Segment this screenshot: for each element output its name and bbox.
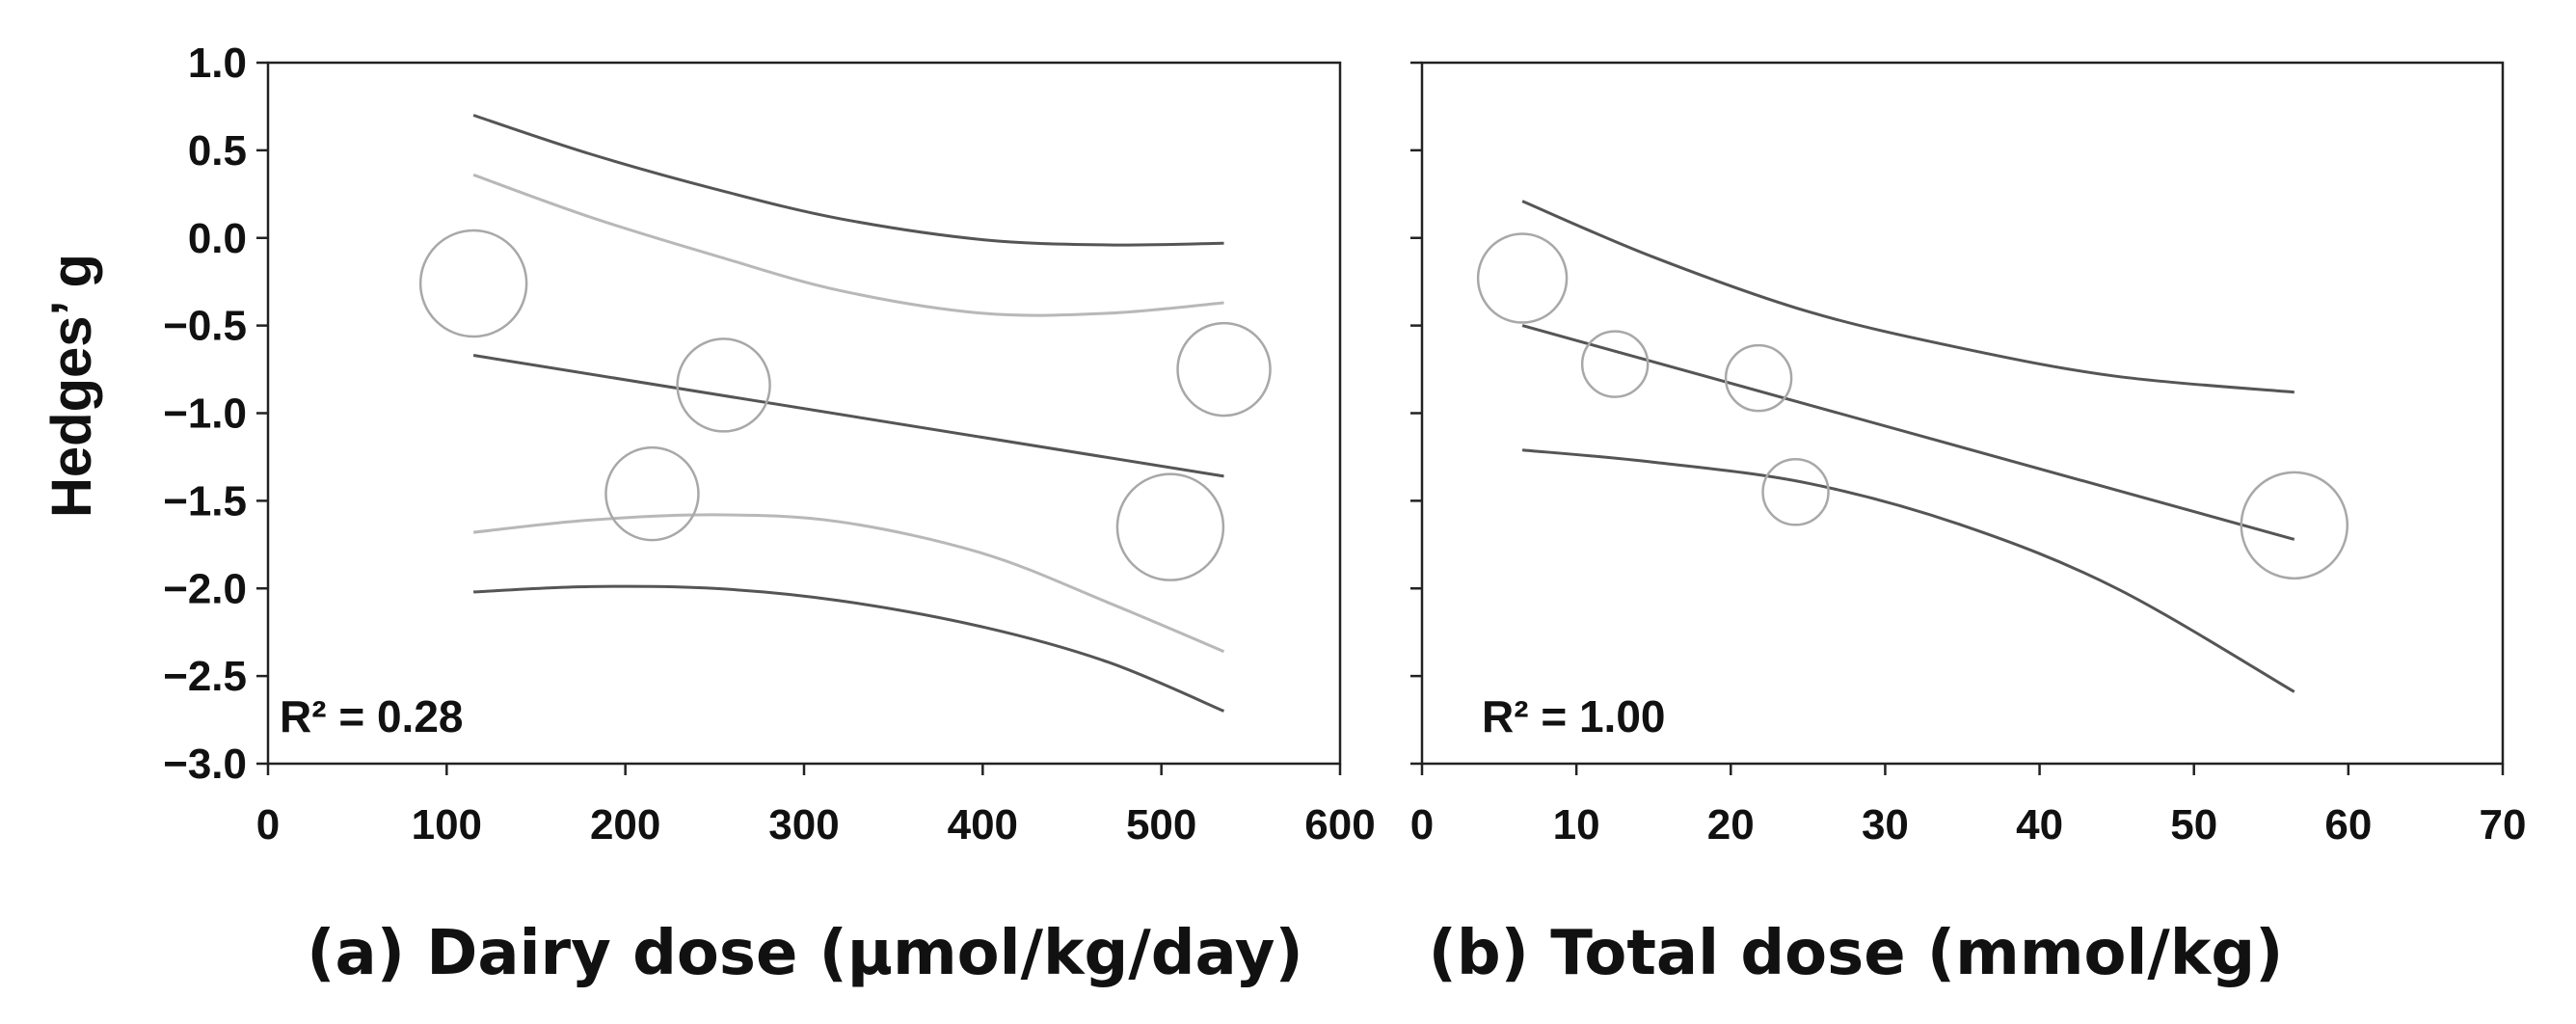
x-tick-label: 50: [2170, 801, 2217, 849]
y-tick-label: −1.5: [163, 477, 247, 525]
data-point: [1176, 321, 1272, 418]
series-line-upper-band: [1521, 200, 2294, 394]
series-line-inner-lower: [472, 513, 1225, 654]
x-tick-label: 0: [256, 801, 280, 849]
series-line-outer-upper: [472, 114, 1224, 247]
r-squared-label: R² = 0.28: [280, 691, 464, 741]
y-tick-label: 0.0: [188, 215, 247, 262]
data-point: [676, 337, 771, 433]
y-tick-label: 1.0: [188, 40, 247, 87]
data-point: [604, 445, 700, 542]
series-line-lower-band: [1521, 448, 2295, 693]
data-point: [1115, 472, 1225, 581]
y-tick-label: −0.5: [163, 303, 247, 350]
plot-frame-b: [1420, 61, 2505, 766]
plot-frame-a: [266, 61, 1342, 766]
data-point: [1476, 232, 1569, 324]
panel-b-caption: (b) Total dose (mmol/kg): [1429, 918, 2284, 989]
series-line-regression: [472, 354, 1224, 478]
data-point: [1761, 458, 1830, 526]
x-tick-label: 500: [1126, 801, 1196, 849]
x-tick-label: 30: [1862, 801, 1909, 849]
series-line-outer-lower: [473, 584, 1225, 713]
data-point: [2240, 471, 2349, 580]
y-axis-title: Hedges’ g: [40, 254, 103, 518]
y-tick-label: −2.0: [163, 565, 247, 612]
series-line-regression: [1521, 324, 2295, 541]
x-tick-label: 70: [2480, 801, 2527, 849]
x-tick-label: 60: [2324, 801, 2372, 849]
y-tick-label: −2.5: [163, 653, 247, 700]
panel-b: 0 10 20 30 40 50 60 70 R² = 1.00: [1410, 61, 2527, 849]
x-tick-label: 100: [412, 801, 482, 849]
data-point: [1580, 330, 1650, 398]
y-tick-label: −1.0: [163, 391, 247, 438]
x-tick-label: 10: [1553, 801, 1600, 849]
data-point: [418, 229, 528, 338]
x-tick-label: 300: [768, 801, 839, 849]
y-tick-label: 0.5: [188, 127, 247, 175]
x-tick-label: 600: [1304, 801, 1375, 849]
panel-a: 1.0 0.5 0.0 −0.5 −1.0 −1.5 −2.0 −2.5 −3.00 100 200…: [163, 40, 1376, 849]
r-squared-label: R² = 1.00: [1482, 691, 1666, 741]
x-tick-label: 20: [1707, 801, 1755, 849]
panel-a-caption: (a) Dairy dose (μmol/kg/day): [307, 918, 1302, 989]
series-line-inner-upper: [472, 173, 1224, 317]
data-point: [1724, 343, 1793, 413]
x-tick-label: 0: [1410, 801, 1434, 849]
y-tick-label: −3.0: [163, 741, 247, 788]
x-tick-label: 40: [2016, 801, 2063, 849]
x-tick-label: 200: [590, 801, 660, 849]
x-tick-label: 400: [948, 801, 1018, 849]
